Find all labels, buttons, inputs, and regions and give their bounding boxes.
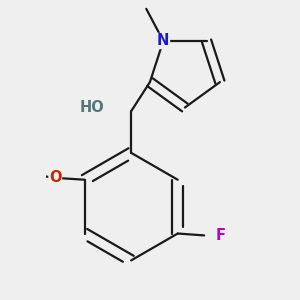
Text: F: F	[215, 228, 226, 243]
Text: N: N	[157, 34, 170, 49]
Text: O: O	[49, 170, 61, 185]
Text: HO: HO	[80, 100, 105, 115]
